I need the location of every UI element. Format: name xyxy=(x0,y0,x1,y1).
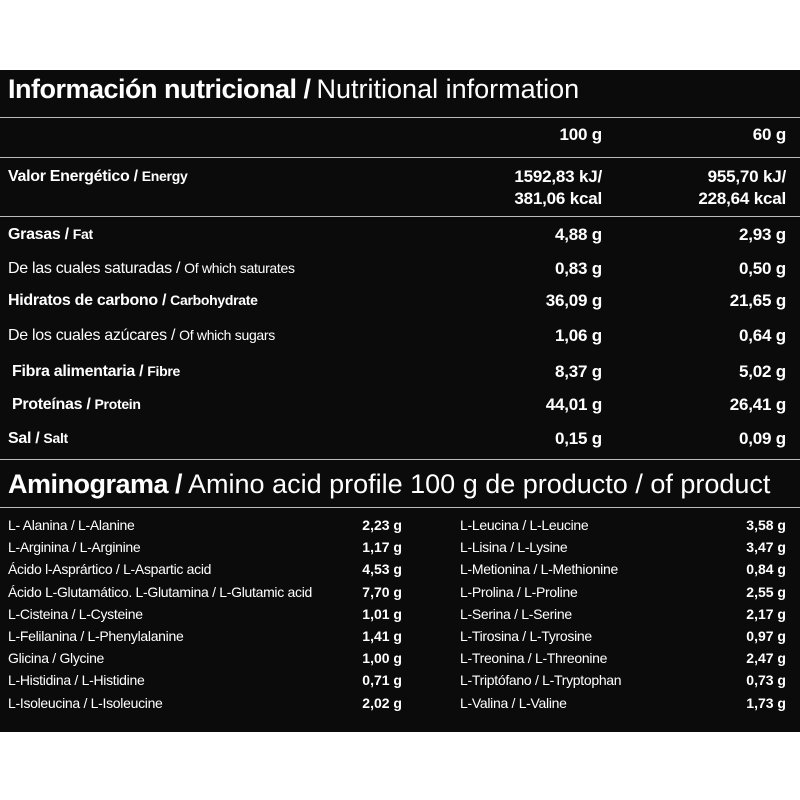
amino-value: 1,41 g xyxy=(362,628,402,644)
value: 381,06 kcal xyxy=(514,189,602,208)
nutrient-label: De los cuales azúcares / Of which sugars xyxy=(8,327,275,345)
label-es: Hidratos de carbono / xyxy=(8,292,167,309)
energy-60: 955,70 kJ/228,64 kcal xyxy=(698,166,786,210)
amino-title: Aminograma / Amino acid profile 100 g de … xyxy=(8,469,770,500)
column-header: 100 g xyxy=(559,125,603,144)
value-60: 0,09 g xyxy=(739,429,786,448)
amino-name: L-Cisteina / L-Cysteine xyxy=(8,605,143,622)
label-en: Salt xyxy=(43,430,68,446)
amino-name: L-Valina / L-Valine xyxy=(460,694,567,711)
nutrient-label: De las cuales saturadas / Of which satura… xyxy=(8,260,295,278)
label-es: De las cuales saturadas / xyxy=(8,260,181,277)
amino-value: 3,58 g xyxy=(746,517,786,533)
label-en: Of which sugars xyxy=(179,327,275,343)
label-en: Protein xyxy=(94,396,141,412)
value-100: 0,15 g xyxy=(555,429,602,448)
label-en: Energy xyxy=(141,168,188,184)
value-100: 0,83 g xyxy=(555,259,602,278)
value-100: 8,37 g xyxy=(555,362,602,381)
amino-name: L- Alanina / L-Alanine xyxy=(8,517,135,533)
label-es: Sal / xyxy=(8,430,40,447)
nutrient-label: Grasas / Fat xyxy=(8,226,93,244)
amino-name: L-Arginina / L-Arginine xyxy=(8,539,141,556)
value: 955,70 kJ/ xyxy=(707,167,787,186)
title-es: Información nutricional / xyxy=(8,74,311,104)
amino-value: 1,01 g xyxy=(362,605,402,622)
title-en: Amino acid profile 100 g de producto / o… xyxy=(188,469,771,499)
label-en: Fibre xyxy=(147,363,180,379)
amino-name: L-Triptófano / L-Tryptophan xyxy=(460,672,622,689)
nutrient-label: Proteínas / Protein xyxy=(12,396,141,414)
amino-value: 0,84 g xyxy=(746,561,786,578)
divider xyxy=(0,507,800,508)
label-es: Fibra alimentaria / xyxy=(12,363,144,380)
nutrient-label: Sal / Salt xyxy=(8,430,68,448)
nutrient-label: Hidratos de carbono / Carbohydrate xyxy=(8,292,258,310)
amino-value: 2,55 g xyxy=(746,583,786,600)
value-100: 44,01 g xyxy=(545,395,602,414)
amino-value: 3,47 g xyxy=(746,539,786,556)
amino-value: 1,00 g xyxy=(362,650,402,667)
amino-name: Ácido L-Glutamático. L-Glutamina / L-Glu… xyxy=(8,583,313,600)
amino-name: L-Isoleucina / L-Isoleucine xyxy=(8,694,163,711)
value-100: 36,09 g xyxy=(545,291,602,310)
label-es: Valor Energético / xyxy=(8,168,138,185)
value-60: 5,02 g xyxy=(739,362,786,381)
value: 1592,83 kJ/ xyxy=(514,167,602,186)
amino-value: 0,73 g xyxy=(746,672,786,689)
amino-name: L-Metionina / L-Methionine xyxy=(460,561,618,578)
amino-value: 0,71 g xyxy=(362,672,402,689)
amino-value: 2,02 g xyxy=(362,694,402,711)
amino-name: L-Prolina / L-Proline xyxy=(460,583,578,600)
value-60: 2,93 g xyxy=(739,225,786,244)
energy-label: Valor Energético / Energy xyxy=(8,168,188,186)
energy-100: 1592,83 kJ/381,06 kcal xyxy=(514,166,602,210)
amino-value: 7,70 g xyxy=(362,583,402,600)
amino-value: 2,47 g xyxy=(746,650,786,667)
divider xyxy=(0,117,800,118)
value-60: 21,65 g xyxy=(729,291,786,310)
label-es: Proteínas / xyxy=(12,396,91,413)
value-100: 4,88 g xyxy=(555,225,602,244)
label-es: Grasas / xyxy=(8,226,69,243)
amino-value: 0,97 g xyxy=(746,628,786,644)
value-60: 26,41 g xyxy=(729,395,786,414)
amino-name: Glicina / Glycine xyxy=(8,650,105,667)
value: 228,64 kcal xyxy=(698,189,786,208)
title: Información nutricional / Nutritional inf… xyxy=(8,74,579,105)
amino-name: L-Histidina / L-Histidine xyxy=(8,672,145,689)
value-60: 0,50 g xyxy=(739,259,786,278)
amino-name: L-Tirosina / L-Tyrosine xyxy=(460,628,592,644)
value-100: 1,06 g xyxy=(555,326,602,345)
divider xyxy=(0,216,800,217)
label-es: De los cuales azúcares / xyxy=(8,327,176,344)
amino-value: 2,17 g xyxy=(746,605,786,622)
label-en: Of which saturates xyxy=(184,260,295,276)
amino-name: L-Treonina / L-Threonine xyxy=(460,650,608,667)
nutrition-panel: Información nutricional / Nutritional inf… xyxy=(0,70,800,732)
amino-name: L-Serina / L-Serine xyxy=(460,605,572,622)
amino-value: 2,23 g xyxy=(362,517,402,533)
column-header: 60 g xyxy=(752,125,786,144)
label-en: Fat xyxy=(72,226,93,242)
amino-value: 1,73 g xyxy=(746,694,786,711)
amino-name: L-Felilanina / L-Phenylalanine xyxy=(8,628,184,644)
amino-value: 1,17 g xyxy=(362,539,402,556)
nutrient-label: Fibra alimentaria / Fibre xyxy=(12,363,180,381)
amino-name: L-Lisina / L-Lysine xyxy=(460,539,568,556)
divider xyxy=(0,157,800,158)
label-en: Carbohydrate xyxy=(170,292,258,308)
divider xyxy=(0,459,800,460)
amino-name: L-Leucina / L-Leucine xyxy=(460,517,589,533)
amino-name: Ácido l-Asprártico / L-Aspartic acid xyxy=(8,561,212,578)
title-es: Aminograma / xyxy=(8,469,183,499)
title-en: Nutritional information xyxy=(316,74,580,104)
value-60: 0,64 g xyxy=(739,326,786,345)
amino-value: 4,53 g xyxy=(362,561,402,578)
